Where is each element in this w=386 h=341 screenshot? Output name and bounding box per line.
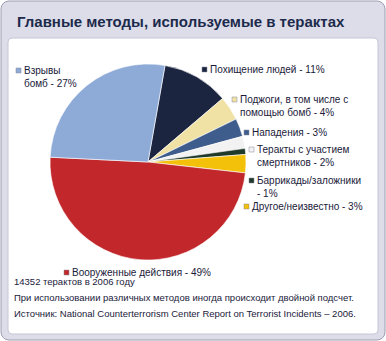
- svg-text:смертников - 2%: смертников - 2%: [257, 157, 334, 168]
- svg-text:При использовании различных ме: При использовании различных методов иног…: [14, 292, 354, 303]
- svg-text:Вооруженные действия - 49%: Вооруженные действия - 49%: [72, 267, 211, 278]
- svg-text:Нападения - 3%: Нападения - 3%: [252, 127, 327, 138]
- svg-text:бомб - 27%: бомб - 27%: [24, 78, 77, 89]
- svg-text:- 1%: - 1%: [257, 188, 278, 199]
- svg-text:Похищение людей - 11%: Похищение людей - 11%: [210, 64, 325, 75]
- svg-text:14352 терактов в 2006 году: 14352 терактов в 2006 году: [14, 276, 135, 287]
- svg-text:помощью бомб - 4%: помощью бомб - 4%: [240, 107, 334, 118]
- svg-text:Поджоги, в том числе с: Поджоги, в том числе с: [240, 94, 348, 105]
- svg-text:Баррикады/заложники: Баррикады/заложники: [257, 175, 361, 186]
- svg-text:Источник: National Counterterr: Источник: National Counterterrorism Cent…: [14, 308, 356, 319]
- svg-text:Другое/неизвестно - 3%: Другое/неизвестно - 3%: [252, 201, 363, 212]
- svg-text:Взрывы: Взрывы: [24, 65, 61, 76]
- svg-text:Теракты с участием: Теракты с участием: [257, 144, 350, 155]
- svg-text:Главные методы, используемые в: Главные методы, используемые в терактах: [17, 13, 345, 30]
